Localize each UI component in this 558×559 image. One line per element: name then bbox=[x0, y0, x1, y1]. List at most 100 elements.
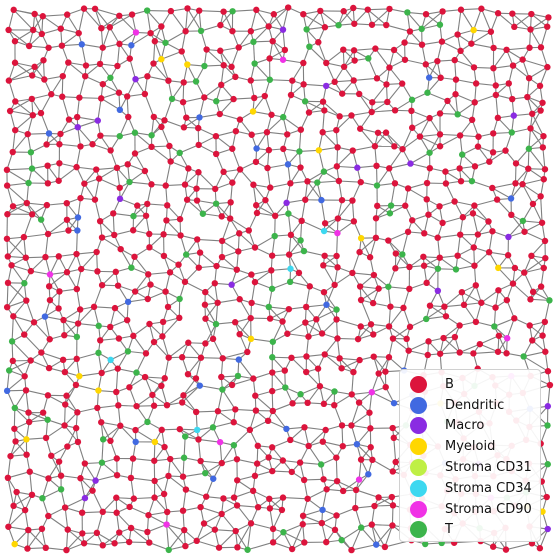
graph-edge bbox=[401, 231, 409, 255]
graph-node bbox=[527, 296, 534, 303]
graph-node bbox=[150, 402, 158, 409]
graph-node bbox=[196, 382, 203, 389]
graph-edge bbox=[528, 128, 532, 149]
graph-node bbox=[468, 116, 476, 124]
graph-node bbox=[490, 130, 497, 137]
graph-edge bbox=[13, 9, 34, 31]
graph-edge bbox=[179, 199, 188, 220]
graph-node bbox=[183, 251, 190, 258]
graph-node bbox=[134, 202, 141, 209]
graph-node bbox=[539, 99, 546, 106]
graph-edge bbox=[26, 202, 47, 206]
graph-edge bbox=[268, 306, 289, 310]
graph-node bbox=[193, 426, 201, 434]
legend-swatch bbox=[410, 521, 427, 539]
graph-node bbox=[269, 338, 277, 345]
graph-node bbox=[512, 160, 520, 167]
graph-node bbox=[331, 388, 338, 395]
graph-edge bbox=[7, 471, 30, 479]
legend-swatch bbox=[410, 438, 427, 456]
graph-node bbox=[78, 509, 86, 516]
graph-node bbox=[250, 375, 257, 382]
legend-item: Dendritic bbox=[406, 395, 540, 416]
graph-edge bbox=[355, 505, 375, 509]
graph-node bbox=[229, 8, 236, 15]
graph-edge bbox=[388, 231, 409, 242]
graph-node bbox=[55, 305, 62, 312]
graph-edge bbox=[474, 94, 497, 103]
graph-node bbox=[451, 198, 458, 205]
graph-node bbox=[59, 356, 67, 364]
graph-node bbox=[408, 124, 416, 131]
graph-edge bbox=[160, 126, 170, 147]
graph-node bbox=[167, 158, 174, 165]
graph-edge bbox=[79, 97, 102, 99]
graph-edge bbox=[463, 304, 477, 323]
graph-edge bbox=[25, 300, 35, 323]
graph-node bbox=[265, 23, 272, 30]
graph-node bbox=[508, 129, 515, 136]
graph-edge bbox=[61, 32, 80, 47]
graph-node bbox=[511, 23, 518, 31]
legend-swatch bbox=[410, 396, 427, 414]
graph-edge bbox=[197, 238, 223, 242]
graph-edge bbox=[522, 59, 548, 68]
graph-node bbox=[356, 356, 363, 364]
graph-node bbox=[39, 13, 46, 20]
graph-edge bbox=[421, 44, 427, 65]
graph-edge bbox=[205, 302, 219, 320]
graph-node bbox=[509, 95, 516, 103]
graph-node bbox=[212, 320, 220, 328]
graph-edge bbox=[64, 425, 79, 443]
graph-node bbox=[366, 254, 374, 261]
graph-node bbox=[45, 364, 53, 372]
graph-node bbox=[12, 98, 19, 105]
graph-edge bbox=[97, 404, 119, 409]
graph-node bbox=[546, 381, 554, 389]
graph-edge bbox=[272, 509, 283, 530]
graph-node bbox=[163, 217, 170, 224]
graph-edge bbox=[196, 199, 217, 205]
graph-edge bbox=[76, 97, 80, 118]
graph-node bbox=[175, 261, 182, 268]
graph-node bbox=[59, 72, 66, 80]
graph-node bbox=[319, 98, 327, 105]
graph-edge bbox=[96, 167, 118, 171]
graph-edge bbox=[249, 410, 257, 431]
graph-edge bbox=[338, 180, 343, 201]
graph-edge bbox=[236, 523, 252, 548]
graph-node bbox=[529, 288, 537, 296]
graph-node bbox=[28, 491, 36, 499]
graph-node bbox=[89, 141, 96, 148]
graph-node bbox=[372, 215, 380, 222]
graph-node bbox=[41, 313, 49, 320]
graph-edge bbox=[271, 439, 291, 448]
graph-edge bbox=[410, 163, 430, 169]
graph-node bbox=[357, 125, 364, 132]
graph-edge bbox=[492, 49, 508, 69]
graph-edge bbox=[419, 117, 431, 137]
graph-node bbox=[456, 165, 463, 172]
graph-edge bbox=[388, 306, 391, 327]
graph-node bbox=[132, 75, 139, 83]
legend-item: Stroma CD90 bbox=[406, 499, 540, 520]
graph-edge bbox=[182, 489, 187, 511]
graph-edge bbox=[235, 530, 249, 551]
graph-edge bbox=[300, 462, 322, 466]
graph-edge bbox=[93, 284, 103, 308]
graph-node bbox=[248, 271, 255, 278]
graph-node bbox=[80, 540, 88, 547]
graph-edge bbox=[354, 48, 376, 51]
graph-node bbox=[97, 337, 104, 344]
graph-node bbox=[4, 211, 11, 218]
graph-edge bbox=[12, 316, 25, 335]
graph-node bbox=[489, 543, 497, 550]
graph-node bbox=[406, 263, 413, 271]
graph-node bbox=[401, 39, 408, 46]
graph-edge bbox=[168, 342, 189, 359]
graph-edge bbox=[58, 166, 77, 182]
graph-node bbox=[389, 522, 396, 529]
graph-edge bbox=[371, 373, 380, 393]
graph-edge bbox=[204, 323, 217, 344]
graph-edge bbox=[132, 215, 147, 231]
